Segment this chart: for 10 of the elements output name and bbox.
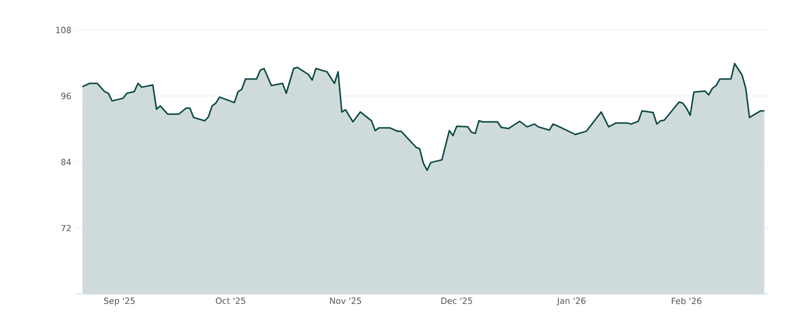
- x-tick-label: Dec '25: [441, 298, 472, 304]
- y-tick-label: 108: [56, 26, 71, 34]
- y-tick-label: 72: [61, 224, 71, 232]
- x-tick-label: Nov '25: [330, 298, 361, 304]
- x-tick-label: Sep '25: [104, 298, 135, 306]
- x-tick-label: Feb '26: [672, 298, 702, 304]
- x-tick-label: Oct '25: [216, 298, 246, 304]
- y-tick-label: 96: [61, 92, 71, 100]
- y-tick-label: 84: [61, 158, 71, 166]
- x-tick-label: Jan '26: [556, 298, 586, 306]
